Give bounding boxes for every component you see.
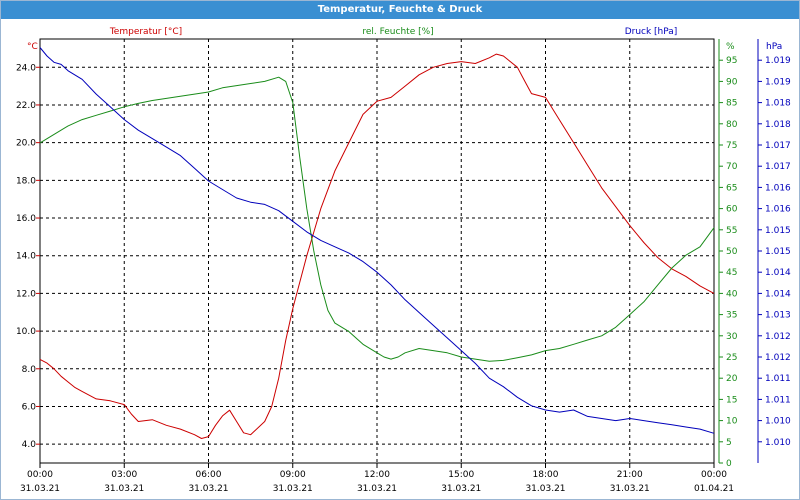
humidity-tick-label: 85 bbox=[726, 99, 737, 109]
humidity-tick-label: 10 bbox=[726, 417, 738, 427]
pressure-tick-label: 1.010 bbox=[765, 438, 791, 448]
humidity-tick-label: 5 bbox=[726, 438, 732, 448]
humidity-tick-label: 55 bbox=[726, 226, 737, 236]
x-tick-time-label: 18:00 bbox=[533, 470, 559, 480]
labels: 00:00 31.03.21 03:00 31.03.21 06:00 31.03.21 0… bbox=[16, 27, 791, 494]
pressure-tick-label: 1.019 bbox=[765, 77, 791, 87]
humidity-tick-label: 70 bbox=[726, 162, 738, 172]
pressure-tick-label: 1.018 bbox=[765, 99, 791, 109]
pressure-tick-label: 1.019 bbox=[765, 56, 791, 66]
humidity-tick-label: 40 bbox=[726, 289, 738, 299]
x-tick-time-label: 12:00 bbox=[364, 470, 390, 480]
humidity-tick-label: 35 bbox=[726, 311, 737, 321]
temperature-axis-title: Temperatur [°C] bbox=[109, 27, 182, 37]
temperature-tick-label: 24.0 bbox=[16, 63, 36, 73]
x-tick-time-label: 06:00 bbox=[196, 470, 222, 480]
temperature-tick-label: 18.0 bbox=[16, 176, 36, 186]
series bbox=[39, 47, 715, 439]
humidity-tick-label: 45 bbox=[726, 268, 737, 278]
humidity-tick-label: 95 bbox=[726, 56, 737, 66]
x-tick-date-label: 31.03.21 bbox=[441, 484, 481, 494]
x-tick-time-label: 00:00 bbox=[701, 470, 727, 480]
humidity-tick-label: 50 bbox=[726, 247, 738, 257]
temperature-tick-label: 22.0 bbox=[16, 101, 36, 111]
pressure-tick-label: 1.010 bbox=[765, 417, 791, 427]
x-tick-date-label: 31.03.21 bbox=[610, 484, 650, 494]
pressure-tick-label: 1.017 bbox=[765, 141, 791, 151]
x-tick-date-label: 31.03.21 bbox=[20, 484, 60, 494]
humidity-tick-label: 0 bbox=[726, 459, 732, 469]
humidity-tick-label: 75 bbox=[726, 141, 737, 151]
temperature-tick-label: 12.0 bbox=[16, 289, 36, 299]
temperature-tick-label: 8.0 bbox=[22, 365, 37, 375]
x-tick-time-label: 03:00 bbox=[111, 470, 137, 480]
pressure-tick-label: 1.016 bbox=[765, 205, 791, 215]
humidity-tick-label: 15 bbox=[726, 395, 737, 405]
temperature-series-line bbox=[39, 53, 715, 439]
humidity-unit-label: % bbox=[726, 42, 735, 52]
pressure-tick-label: 1.015 bbox=[765, 247, 791, 257]
grid bbox=[39, 38, 715, 464]
pressure-tick-label: 1.011 bbox=[765, 395, 791, 405]
x-tick-date-label: 31.03.21 bbox=[188, 484, 228, 494]
x-tick-date-label: 31.03.21 bbox=[525, 484, 565, 494]
pressure-axis-title: Druck [hPa] bbox=[625, 27, 678, 37]
x-tick-time-label: 09:00 bbox=[280, 470, 306, 480]
humidity-axis-title: rel. Feuchte [%] bbox=[362, 27, 433, 37]
humidity-tick-label: 90 bbox=[726, 77, 738, 87]
axes bbox=[36, 39, 762, 468]
pressure-tick-label: 1.012 bbox=[765, 332, 791, 342]
temperature-tick-label: 16.0 bbox=[16, 214, 36, 224]
temperature-tick-label: 20.0 bbox=[16, 139, 36, 149]
temperature-unit-label: °C bbox=[27, 42, 38, 52]
x-tick-time-label: 00:00 bbox=[27, 470, 53, 480]
pressure-unit-label: hPa bbox=[766, 42, 782, 52]
humidity-tick-label: 30 bbox=[726, 332, 738, 342]
pressure-tick-label: 1.014 bbox=[765, 268, 791, 278]
x-tick-date-label: 31.03.21 bbox=[273, 484, 313, 494]
x-tick-date-label: 31.03.21 bbox=[104, 484, 144, 494]
pressure-tick-label: 1.018 bbox=[765, 120, 791, 130]
pressure-tick-label: 1.014 bbox=[765, 289, 791, 299]
pressure-tick-label: 1.017 bbox=[765, 162, 791, 172]
humidity-tick-label: 80 bbox=[726, 120, 738, 130]
humidity-series-line bbox=[39, 76, 715, 362]
temperature-tick-label: 14.0 bbox=[16, 252, 36, 262]
x-tick-date-label: 31.03.21 bbox=[357, 484, 397, 494]
humidity-tick-label: 25 bbox=[726, 353, 737, 363]
x-tick-date-label: 01.04.21 bbox=[694, 484, 734, 494]
pressure-tick-label: 1.011 bbox=[765, 374, 791, 384]
humidity-tick-label: 65 bbox=[726, 183, 737, 193]
temperature-tick-label: 10.0 bbox=[16, 327, 36, 337]
pressure-tick-label: 1.013 bbox=[765, 311, 791, 321]
x-tick-time-label: 21:00 bbox=[617, 470, 643, 480]
humidity-tick-label: 60 bbox=[726, 205, 738, 215]
pressure-tick-label: 1.012 bbox=[765, 353, 791, 363]
x-tick-time-label: 15:00 bbox=[448, 470, 474, 480]
temperature-tick-label: 6.0 bbox=[22, 402, 37, 412]
pressure-tick-label: 1.016 bbox=[765, 183, 791, 193]
humidity-tick-label: 20 bbox=[726, 374, 738, 384]
window-title: Temperatur, Feuchte & Druck bbox=[1, 1, 799, 19]
pressure-series-line bbox=[39, 47, 715, 434]
temperature-tick-label: 4.0 bbox=[22, 440, 37, 450]
pressure-tick-label: 1.015 bbox=[765, 226, 791, 236]
